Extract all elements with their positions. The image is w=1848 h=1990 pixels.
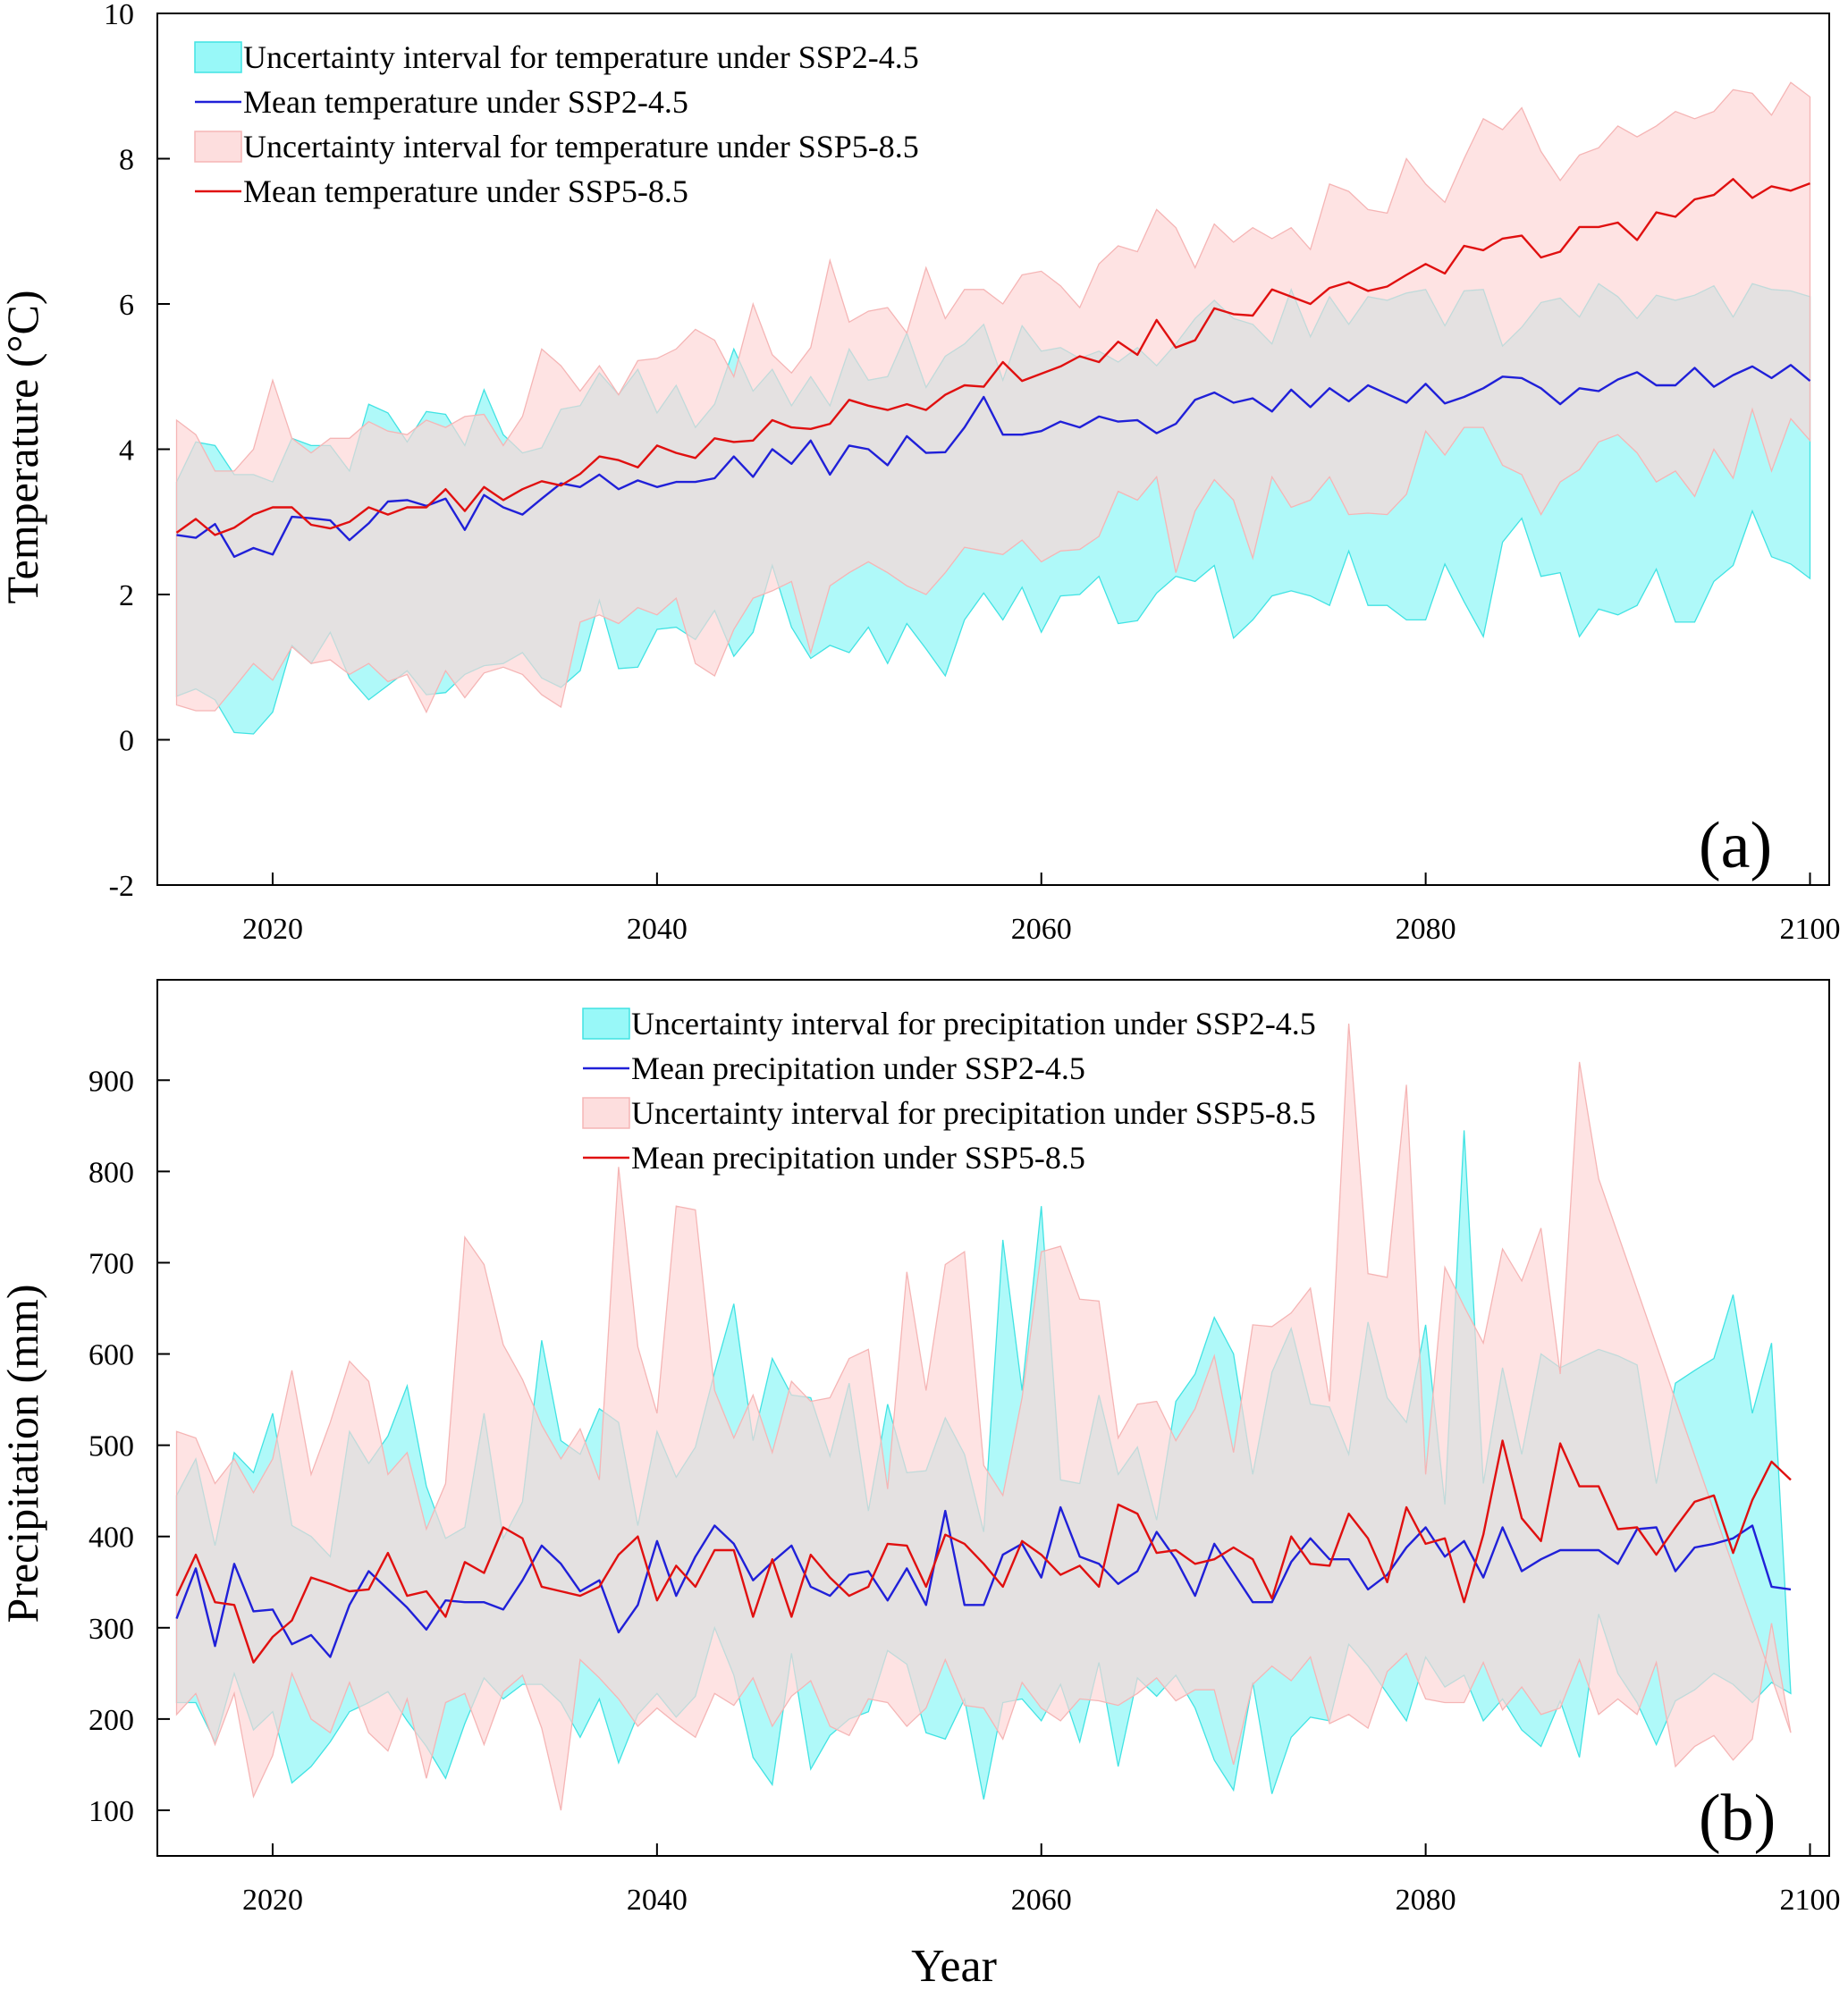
y-tick-label: 600 [89,1339,134,1372]
y-tick-label: 8 [119,144,134,177]
precipitation-ticks: 2020 2040 2060 2080 2100 100 200 300 400 500 600 70… [89,1065,1841,1917]
legend-label-ssp585-band: Uncertainty interval for precipitation u… [631,1095,1316,1131]
x-tick-label: 2080 [1396,913,1456,946]
y-tick-label: 4 [119,434,134,468]
y-tick-label: 400 [89,1522,134,1555]
precipitation-y-axis-label: Precipitation (mm) [0,1284,47,1623]
legend-label-ssp245-mean: Mean temperature under SSP2-4.5 [243,84,688,120]
temp-ssp585-mean-line [175,178,1810,536]
temperature-panel: 2020 2040 2060 2080 2100 -2 0 2 4 6 8 10 Temperatur… [0,0,1841,946]
temp-ssp585-uncertainty-band [175,81,1811,714]
precipitation-panel: 2020 2040 2060 2080 2100 100 200 300 400 500 600 70… [0,979,1841,1917]
x-tick-label: 2060 [1011,1884,1072,1917]
legend-label-ssp245-band: Uncertainty interval for precipitation u… [631,1006,1316,1041]
legend-swatch-ssp585-band [582,1097,630,1129]
y-tick-label: 500 [89,1430,134,1463]
legend-label-ssp245-band: Uncertainty interval for temperature und… [243,39,919,75]
temperature-plot-area [175,81,1811,735]
x-axis-label: Year [911,1941,997,1990]
y-tick-label: 700 [89,1247,134,1280]
precipitation-legend: Uncertainty interval for precipitation u… [582,1006,1316,1176]
temperature-legend: Uncertainty interval for temperature und… [194,39,919,209]
x-tick-label: 2040 [627,913,688,946]
legend-swatch-ssp585-band [194,131,242,163]
legend-label-ssp585-band: Uncertainty interval for temperature und… [243,129,919,164]
x-tick-label: 2020 [242,1884,303,1917]
y-tick-label: 6 [119,289,134,322]
panel-label-a: (a) [1699,809,1772,882]
legend-swatch-ssp245-band [582,1008,630,1040]
x-tick-label: 2020 [242,913,303,946]
y-tick-label: 2 [119,579,134,612]
y-tick-label: 100 [89,1795,134,1828]
precipitation-plot-area [175,1023,1792,1811]
panel-label-b: (b) [1699,1782,1776,1855]
x-tick-label: 2100 [1780,1884,1841,1917]
precip-ssp585-mean-line [175,1439,1792,1664]
temperature-y-axis-label: Temperature (°C) [0,290,47,603]
y-tick-label: 200 [89,1704,134,1737]
y-tick-label: 10 [104,0,134,31]
x-tick-label: 2040 [627,1884,688,1917]
temp-ssp245-mean-line [176,364,1811,558]
y-tick-label: 900 [89,1065,134,1098]
precip-ssp245-mean-line [175,1505,1792,1658]
legend-swatch-ssp245-band [194,41,242,73]
x-tick-label: 2100 [1780,913,1841,946]
y-tick-label: 800 [89,1156,134,1189]
legend-label-ssp245-mean: Mean precipitation under SSP2-4.5 [631,1050,1085,1086]
legend-label-ssp585-mean: Mean temperature under SSP5-8.5 [243,173,688,209]
precipitation-axes-box [156,979,1830,1857]
y-tick-label: 300 [89,1613,134,1646]
y-tick-label: -2 [109,870,134,903]
x-tick-label: 2060 [1011,913,1072,946]
precip-ssp585-uncertainty-band [175,1023,1792,1811]
y-tick-label: 0 [119,725,134,758]
x-tick-label: 2080 [1396,1884,1456,1917]
legend-label-ssp585-mean: Mean precipitation under SSP5-8.5 [631,1140,1085,1176]
temperature-ticks: 2020 2040 2060 2080 2100 -2 0 2 4 6 8 10 [104,0,1841,946]
